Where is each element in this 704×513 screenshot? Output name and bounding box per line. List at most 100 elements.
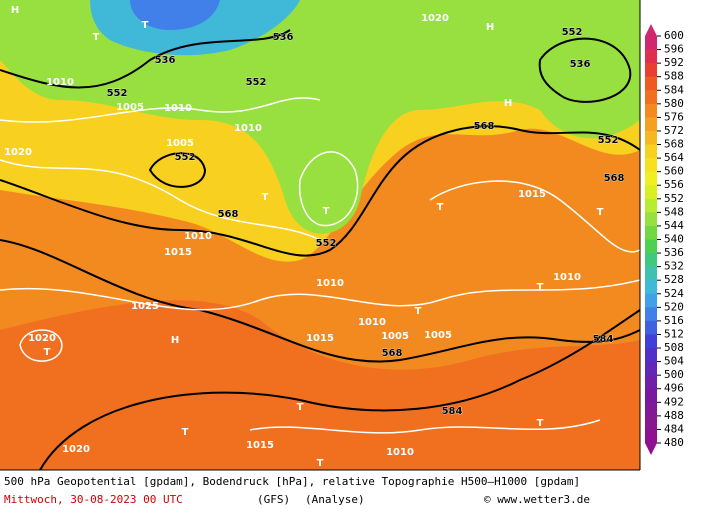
map-label: T bbox=[142, 20, 149, 31]
colorbar-bin bbox=[645, 198, 657, 213]
map-label: T bbox=[437, 202, 444, 213]
colorbar-label: 564 bbox=[664, 151, 684, 164]
map-label: 1025 bbox=[131, 301, 159, 312]
map-label: T bbox=[415, 306, 422, 317]
map-label: H bbox=[504, 98, 512, 109]
colorbar-label: 568 bbox=[664, 138, 684, 151]
colorbar-bin bbox=[645, 320, 657, 335]
map-label: 552 bbox=[562, 27, 583, 38]
colorbar-bin bbox=[645, 117, 657, 132]
colorbar-bin bbox=[645, 280, 657, 295]
colorbar-bin bbox=[645, 293, 657, 308]
map-label: 568 bbox=[218, 209, 239, 220]
colorbar-label: 552 bbox=[664, 192, 684, 205]
map-label: 584 bbox=[442, 406, 463, 417]
map-label: 568 bbox=[474, 121, 495, 132]
colorbar-bin bbox=[645, 90, 657, 105]
colorbar-label: 596 bbox=[664, 43, 684, 56]
colorbar: 6005965925885845805765725685645605565525… bbox=[645, 24, 684, 455]
map-label: H bbox=[171, 335, 179, 346]
colorbar-bin bbox=[645, 36, 657, 51]
colorbar-label: 556 bbox=[664, 178, 684, 191]
colorbar-label: 572 bbox=[664, 124, 684, 137]
map-label: 552 bbox=[246, 77, 267, 88]
map-label: 552 bbox=[175, 152, 196, 163]
colorbar-label: 560 bbox=[664, 165, 684, 178]
colorbar-bin bbox=[645, 212, 657, 227]
colorbar-label: 600 bbox=[664, 29, 684, 42]
map-label: T bbox=[93, 32, 100, 43]
colorbar-label: 492 bbox=[664, 395, 684, 408]
map-label: 1005 bbox=[424, 330, 452, 341]
map-label: 536 bbox=[273, 32, 294, 43]
colorbar-bin bbox=[645, 171, 657, 186]
map-label: 1020 bbox=[28, 333, 56, 344]
map-label: 1005 bbox=[166, 138, 194, 149]
colorbar-label: 508 bbox=[664, 341, 684, 354]
map-label: T bbox=[537, 282, 544, 293]
cold-core bbox=[130, 0, 220, 30]
colorbar-label: 484 bbox=[664, 422, 684, 435]
map-label: T bbox=[44, 347, 51, 358]
map-label: 1010 bbox=[46, 77, 74, 88]
map-label: 552 bbox=[107, 88, 128, 99]
colorbar-label: 500 bbox=[664, 368, 684, 381]
colorbar-label: 496 bbox=[664, 382, 684, 395]
map-label: 536 bbox=[155, 55, 176, 66]
map-label: 1015 bbox=[518, 189, 546, 200]
colorbar-label: 524 bbox=[664, 287, 684, 300]
map-label: 568 bbox=[604, 173, 625, 184]
colorbar-label: 528 bbox=[664, 273, 684, 286]
model: (GFS) bbox=[257, 493, 290, 506]
colorbar-label: 512 bbox=[664, 327, 684, 340]
map-label: 1020 bbox=[4, 147, 32, 158]
colorbar-label: 592 bbox=[664, 56, 684, 69]
colorbar-bin bbox=[645, 63, 657, 78]
map-label: H bbox=[11, 5, 19, 16]
map-label: 1015 bbox=[164, 247, 192, 258]
map-label: 1010 bbox=[386, 447, 414, 458]
colorbar-label: 516 bbox=[664, 314, 684, 327]
colorbar-label: 576 bbox=[664, 110, 684, 123]
colorbar-label: 504 bbox=[664, 355, 684, 368]
map-label: 1020 bbox=[421, 13, 449, 24]
colorbar-bin bbox=[645, 144, 657, 159]
colorbar-label: 584 bbox=[664, 83, 684, 96]
map-title: 500 hPa Geopotential [gpdam], Bodendruck… bbox=[4, 475, 580, 488]
map-label: 1020 bbox=[62, 444, 90, 455]
map-date: Mittwoch, 30-08-2023 00 UTC bbox=[4, 493, 183, 506]
colorbar-cap bbox=[645, 443, 657, 455]
map-label: 1005 bbox=[116, 102, 144, 113]
colorbar-bin bbox=[645, 388, 657, 403]
map-label: T bbox=[262, 192, 269, 203]
map-label: T bbox=[537, 418, 544, 429]
map-label: T bbox=[297, 402, 304, 413]
map-label: T bbox=[597, 207, 604, 218]
colorbar-label: 532 bbox=[664, 260, 684, 273]
colorbar-bin bbox=[645, 361, 657, 376]
colorbar-label: 520 bbox=[664, 300, 684, 313]
colorbar-label: 580 bbox=[664, 97, 684, 110]
map-label: 552 bbox=[316, 238, 337, 249]
credit: © www.wetter3.de bbox=[484, 493, 590, 506]
colorbar-label: 540 bbox=[664, 233, 684, 246]
map-label: T bbox=[317, 458, 324, 469]
map-label: 1015 bbox=[246, 440, 274, 451]
colorbar-bin bbox=[645, 402, 657, 417]
map-label: T bbox=[182, 427, 189, 438]
colorbar-cap bbox=[645, 24, 657, 36]
colorbar-label: 480 bbox=[664, 436, 684, 449]
colorbar-bin bbox=[645, 103, 657, 118]
colorbar-bin bbox=[645, 375, 657, 390]
colorbar-label: 548 bbox=[664, 205, 684, 218]
colorbar-bin bbox=[645, 185, 657, 200]
geopotential-contours bbox=[0, 29, 641, 471]
colorbar-bin bbox=[645, 158, 657, 173]
map-label: 1010 bbox=[553, 272, 581, 283]
map-label: 1015 bbox=[306, 333, 334, 344]
colorbar-label: 544 bbox=[664, 219, 684, 232]
map-label: 1010 bbox=[234, 123, 262, 134]
colorbar-bin bbox=[645, 266, 657, 281]
map-label: 1005 bbox=[381, 331, 409, 342]
colorbar-bin bbox=[645, 253, 657, 268]
